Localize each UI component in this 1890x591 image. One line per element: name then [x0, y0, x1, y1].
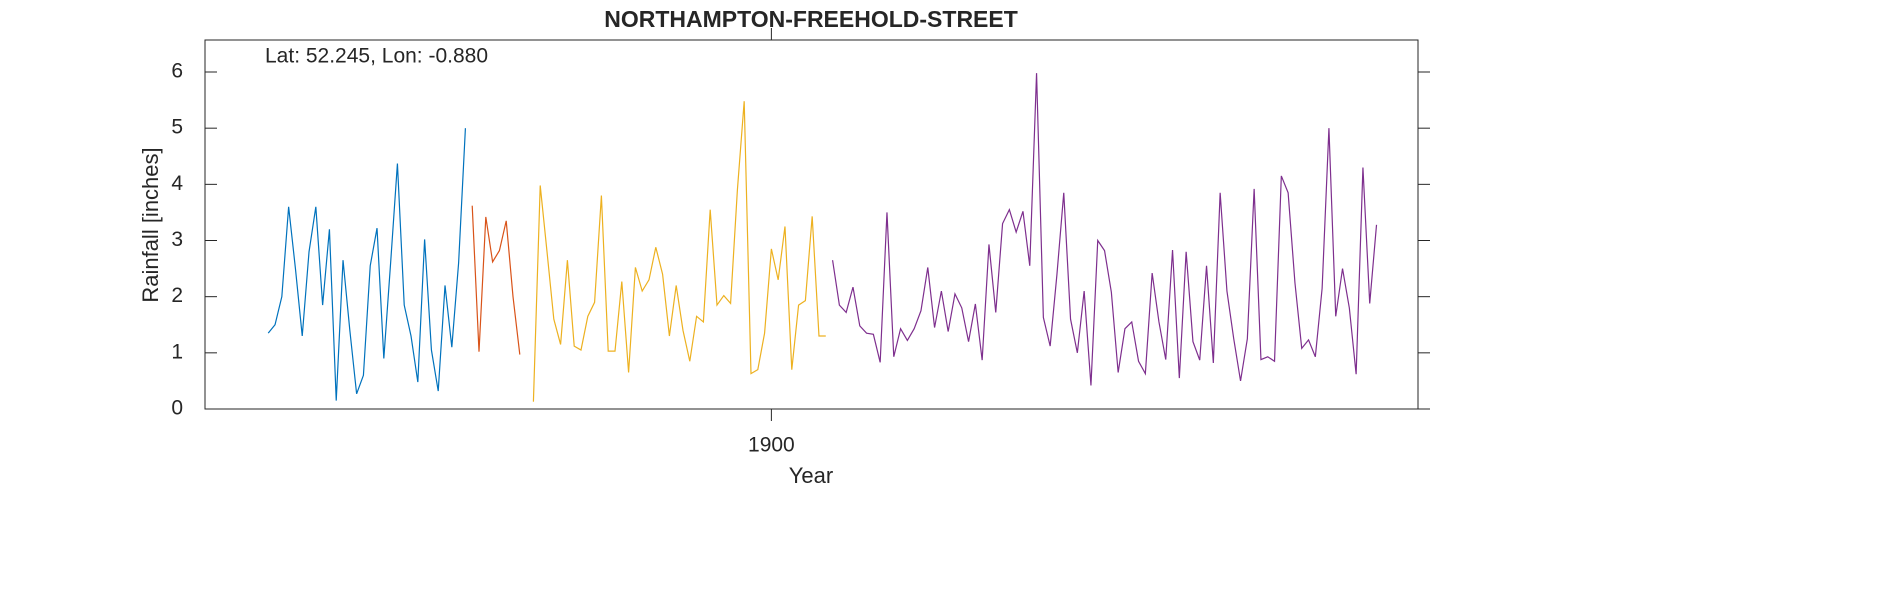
y-tick-label: 3: [171, 228, 183, 251]
chart-title: NORTHAMPTON-FREEHOLD-STREET: [604, 6, 1018, 32]
axes-box: [204, 39, 1419, 410]
rainfall-line: [532, 101, 826, 402]
y-tick-label: 6: [171, 60, 183, 83]
y-tick-label: 2: [171, 284, 183, 307]
rainfall-line: [267, 128, 467, 401]
rainfall-line: [831, 73, 1378, 386]
x-axis-label: Year: [789, 463, 833, 488]
rainfall-line: [471, 205, 521, 355]
x-tick-label: 1900: [748, 434, 795, 457]
y-axis-label: Rainfall [inches]: [138, 147, 163, 302]
y-tick-label: 0: [171, 397, 183, 420]
y-tick-label: 5: [171, 116, 183, 139]
annotation: Lat: 52.245, Lon: -0.880: [265, 45, 488, 68]
y-tick-label: 4: [171, 172, 183, 195]
y-tick-label: 1: [171, 340, 183, 363]
